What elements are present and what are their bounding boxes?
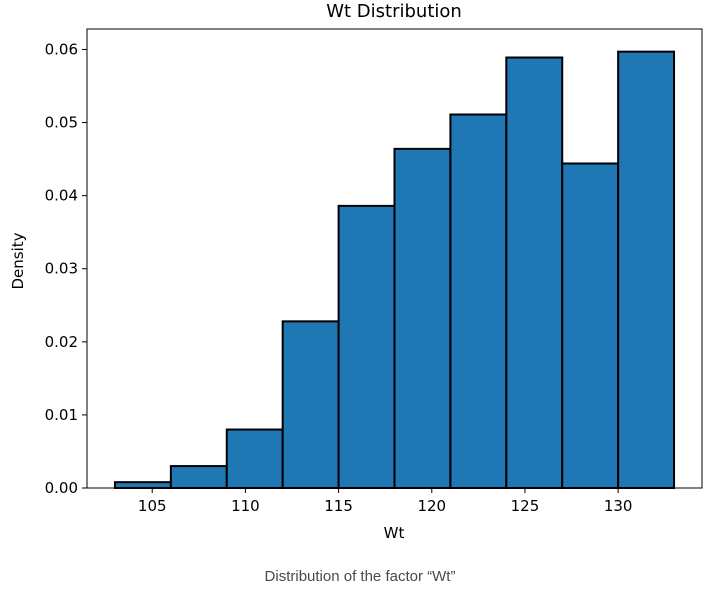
x-tick-label: 110: [231, 497, 260, 515]
figure-caption: Distribution of the factor “Wt”: [264, 568, 456, 585]
x-tick-label: 130: [604, 497, 633, 515]
x-tick-label: 120: [417, 497, 446, 515]
bars-group: [113, 50, 676, 489]
y-tick-label: 0.06: [45, 40, 78, 58]
chart-container: Wt Distribution Density Wt 105 110 115 120 1…: [9, 1, 703, 542]
x-tick-label: 115: [324, 497, 353, 515]
histogram-bar: [113, 481, 172, 489]
histogram-bar: [337, 204, 396, 489]
y-ticks-group: 0.00 0.01 0.02 0.03 0.04 0.05 0.06: [45, 40, 87, 497]
histogram-bar: [169, 465, 228, 489]
x-ticks-group: 105 110 115 120 125 130: [138, 488, 633, 515]
x-axis-label: Wt: [384, 524, 405, 542]
histogram-bar: [561, 162, 620, 489]
chart-title: Wt Distribution: [326, 1, 462, 22]
y-tick-label: 0.01: [45, 406, 78, 424]
x-tick-label: 105: [138, 497, 167, 515]
y-tick-label: 0.03: [45, 260, 78, 278]
histogram-bar: [505, 56, 564, 489]
histogram-bar: [449, 113, 508, 489]
x-tick-label: 125: [511, 497, 540, 515]
y-tick-label: 0.02: [45, 333, 78, 351]
y-tick-label: 0.04: [45, 187, 78, 205]
histogram-bar: [225, 428, 284, 489]
y-tick-label: 0.00: [45, 479, 78, 497]
y-axis-label: Density: [9, 232, 27, 289]
histogram-chart: Wt Distribution Density Wt 105 110 115 120 1…: [9, 1, 703, 542]
y-tick-label: 0.05: [45, 114, 78, 132]
plot-frame: [86, 28, 703, 489]
histogram-bar: [281, 320, 340, 489]
histogram-bar: [617, 50, 676, 489]
histogram-bar: [393, 147, 452, 489]
